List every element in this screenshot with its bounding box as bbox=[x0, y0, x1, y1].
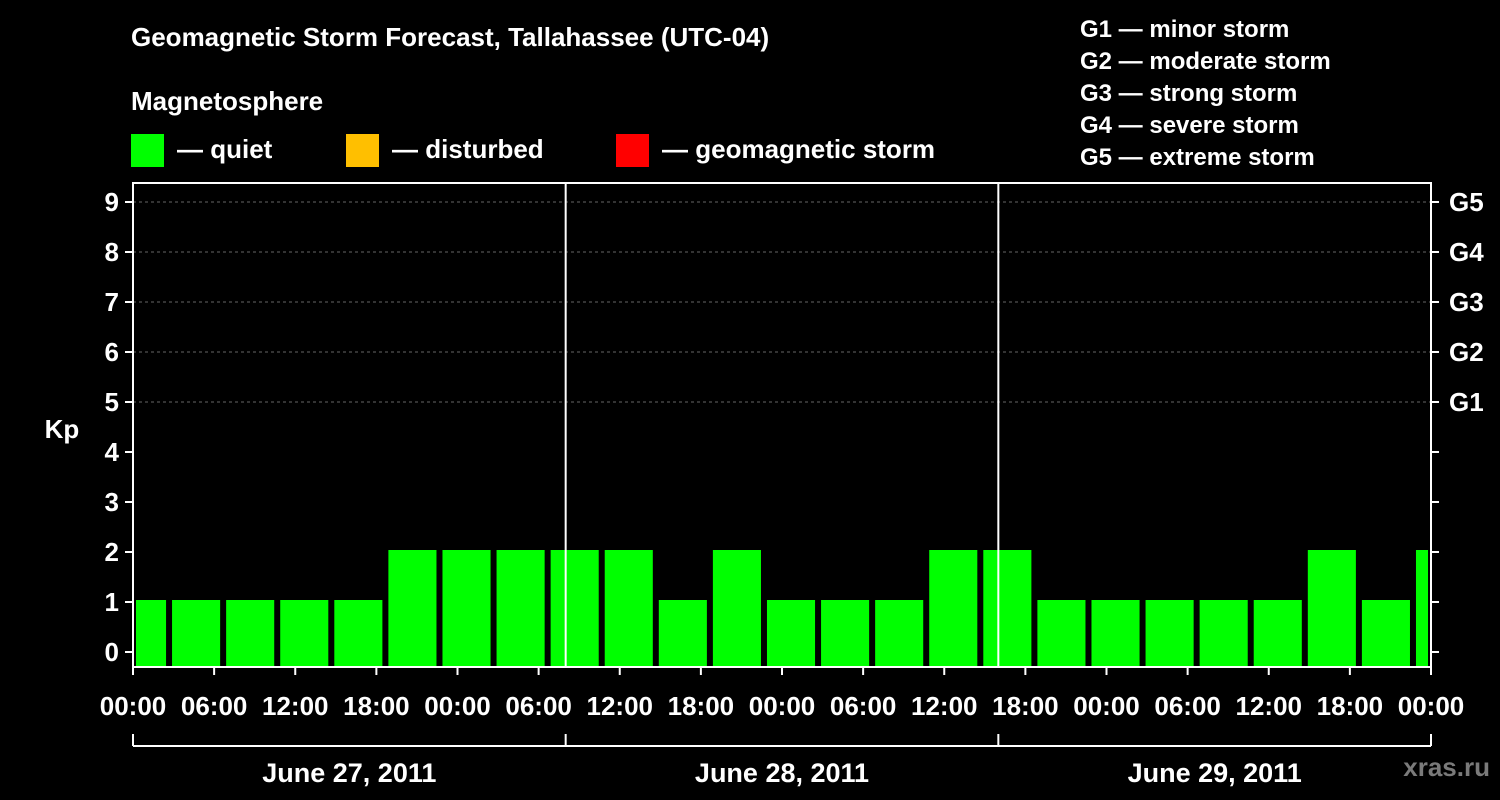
day-label-1: June 28, 2011 bbox=[695, 758, 869, 788]
plot-frame bbox=[132, 182, 1432, 668]
kp-bar-18 bbox=[1091, 600, 1140, 667]
kp-bar-7 bbox=[496, 550, 545, 667]
kp-bar-21 bbox=[1253, 600, 1302, 667]
legend-swatch-storm bbox=[616, 134, 649, 167]
x-tick-label-15: 18:00 bbox=[1317, 691, 1384, 721]
credit-label: xras.ru bbox=[1403, 752, 1490, 782]
kp-bar-0 bbox=[136, 600, 167, 667]
x-tick-label-8: 00:00 bbox=[749, 691, 816, 721]
storm-scale-g4: G4 — severe storm bbox=[1080, 112, 1299, 139]
kp-bar-14 bbox=[875, 600, 924, 667]
y-tick-label-5: 5 bbox=[105, 387, 119, 417]
kp-bar-11 bbox=[712, 550, 761, 667]
x-tick-label-10: 12:00 bbox=[911, 691, 978, 721]
kp-bar-13 bbox=[821, 600, 870, 667]
kp-bar-10 bbox=[658, 600, 707, 667]
kp-bar-8 bbox=[550, 550, 599, 667]
kp-bar-2 bbox=[226, 600, 275, 667]
chart-title: Geomagnetic Storm Forecast, Tallahassee … bbox=[131, 22, 770, 52]
x-tick-label-13: 06:00 bbox=[1154, 691, 1221, 721]
kp-bar-6 bbox=[442, 550, 491, 667]
storm-scale-list: G1 — minor storm G2 — moderate storm G3 … bbox=[1080, 14, 1331, 174]
day-label-2: June 29, 2011 bbox=[1128, 758, 1302, 788]
y-tick-label-7: 7 bbox=[105, 287, 119, 317]
kp-bar-15 bbox=[929, 550, 978, 667]
kp-bar-23 bbox=[1361, 600, 1410, 667]
x-tick-label-7: 18:00 bbox=[668, 691, 735, 721]
x-tick-label-6: 12:00 bbox=[587, 691, 654, 721]
x-tick-label-4: 00:00 bbox=[424, 691, 491, 721]
y-tick-label-1: 1 bbox=[105, 587, 119, 617]
legend-swatch-quiet bbox=[131, 134, 164, 167]
storm-scale-g5: G5 — extreme storm bbox=[1080, 144, 1315, 171]
kp-bar-16 bbox=[983, 550, 1032, 667]
y-tick-label-6: 6 bbox=[105, 337, 119, 367]
kp-bar-17 bbox=[1037, 600, 1086, 667]
x-tick-label-14: 12:00 bbox=[1236, 691, 1303, 721]
y-axis-label: Kp bbox=[45, 414, 80, 444]
legend-label-quiet: — quiet bbox=[177, 134, 273, 164]
y-tick-label-9: 9 bbox=[105, 187, 119, 217]
x-tick-label-1: 06:00 bbox=[181, 691, 248, 721]
legend-label-disturbed: — disturbed bbox=[392, 134, 544, 164]
kp-bar-5 bbox=[388, 550, 437, 667]
legend-title: Magnetosphere bbox=[131, 86, 324, 116]
kp-bar-1 bbox=[172, 600, 221, 667]
storm-scale-g3: G3 — strong storm bbox=[1080, 80, 1298, 107]
legend-swatch-disturbed bbox=[346, 134, 379, 167]
kp-bar-9 bbox=[604, 550, 653, 667]
x-tick-label-11: 18:00 bbox=[992, 691, 1059, 721]
kp-bar-19 bbox=[1145, 600, 1194, 667]
y-tick-label-3: 3 bbox=[105, 487, 119, 517]
x-tick-label-5: 06:00 bbox=[505, 691, 572, 721]
kp-bar-20 bbox=[1199, 600, 1248, 667]
legend-label-storm: — geomagnetic storm bbox=[662, 134, 936, 164]
storm-scale-g2: G2 — moderate storm bbox=[1080, 48, 1331, 75]
x-tick-label-2: 12:00 bbox=[262, 691, 329, 721]
kp-bar-4 bbox=[334, 600, 383, 667]
right-axis-label-g3: G3 bbox=[1449, 287, 1484, 317]
x-tick-label-12: 00:00 bbox=[1073, 691, 1140, 721]
y-tick-label-2: 2 bbox=[105, 537, 119, 567]
right-axis-label-g4: G4 bbox=[1449, 237, 1484, 267]
y-tick-label-8: 8 bbox=[105, 237, 119, 267]
x-tick-label-16: 00:00 bbox=[1398, 691, 1465, 721]
kp-bar-24 bbox=[1415, 550, 1428, 667]
right-axis-label-g1: G1 bbox=[1449, 387, 1484, 417]
kp-bar-3 bbox=[280, 600, 329, 667]
y-tick-label-4: 4 bbox=[105, 437, 120, 467]
x-tick-label-3: 18:00 bbox=[343, 691, 410, 721]
day-label-0: June 27, 2011 bbox=[262, 758, 436, 788]
x-tick-label-0: 00:00 bbox=[100, 691, 167, 721]
kp-bar-12 bbox=[766, 600, 816, 667]
storm-scale-g1: G1 — minor storm bbox=[1080, 16, 1290, 43]
kp-bar-22 bbox=[1307, 550, 1356, 667]
right-axis-label-g5: G5 bbox=[1449, 187, 1484, 217]
x-tick-label-9: 06:00 bbox=[830, 691, 897, 721]
right-axis-label-g2: G2 bbox=[1449, 337, 1484, 367]
y-tick-label-0: 0 bbox=[105, 637, 119, 667]
